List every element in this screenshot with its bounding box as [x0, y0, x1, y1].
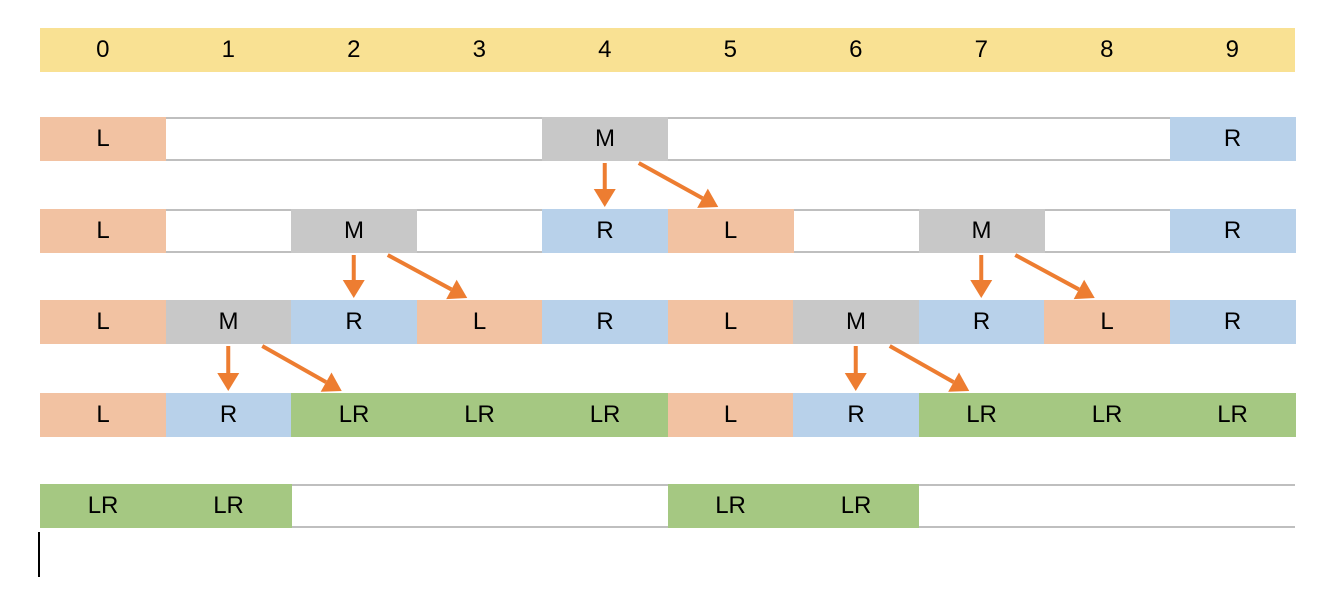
cell-r5-c1: LR — [165, 484, 292, 528]
cell-r5-c4 — [542, 484, 668, 528]
arrow-head — [342, 280, 365, 298]
cell-r1-c9: R — [1169, 117, 1296, 161]
cell-r1-c4: M — [542, 117, 669, 161]
cell-r4-c0: L — [40, 393, 167, 437]
arrow-0 — [593, 163, 616, 207]
cell-r1-c8 — [1044, 117, 1170, 161]
arrow-shaft — [888, 344, 955, 384]
cell-r3-c3: L — [416, 300, 543, 344]
cell-r5-c7 — [919, 484, 1045, 528]
cell-r1-c5 — [668, 117, 794, 161]
cell-r3-c8: L — [1044, 300, 1171, 344]
arrow-head — [446, 279, 468, 300]
index-cell-0: 0 — [96, 36, 110, 63]
cell-r5-c3 — [417, 484, 543, 528]
cell-r3-c6: M — [793, 300, 920, 344]
arrow-shaft — [637, 161, 704, 201]
index-cell-6: 6 — [849, 36, 863, 63]
arrow-8 — [844, 346, 867, 391]
arrow-head — [1073, 279, 1095, 300]
cell-r4-c8: LR — [1044, 393, 1171, 437]
cell-r3-c0: L — [40, 300, 167, 344]
cell-r4-c6: R — [793, 393, 920, 437]
arrow-6 — [217, 346, 240, 391]
cell-r1-c7 — [919, 117, 1045, 161]
cell-r2-c3 — [417, 209, 543, 253]
cell-r2-c8 — [1044, 209, 1170, 253]
arrow-head — [948, 372, 970, 392]
arrow-shaft — [386, 253, 453, 292]
arrow-head — [217, 373, 240, 391]
arrow-4 — [970, 255, 993, 298]
cell-r1-c0: L — [40, 117, 167, 161]
cell-r2-c0: L — [40, 209, 167, 253]
cell-r1-c1 — [166, 117, 292, 161]
cell-r5-c6: LR — [793, 484, 920, 528]
index-row: 0 1 2 3 4 5 6 7 8 9 — [40, 28, 1295, 72]
cell-r1-c2 — [291, 117, 417, 161]
cell-r4-c7: LR — [918, 393, 1045, 437]
cell-r4-c3: LR — [416, 393, 543, 437]
index-cell-8: 8 — [1100, 36, 1114, 63]
cell-r2-c7: M — [918, 209, 1045, 253]
cell-r1-c6 — [793, 117, 919, 161]
arrow-head — [844, 373, 867, 391]
cell-r3-c4: R — [542, 300, 669, 344]
cell-r3-c5: L — [667, 300, 794, 344]
cell-r4-c4: LR — [542, 393, 669, 437]
index-cell-3: 3 — [472, 36, 486, 63]
cell-r2-c9: R — [1169, 209, 1296, 253]
cell-r4-c1: R — [165, 393, 292, 437]
cell-r2-c1 — [166, 209, 292, 253]
step-row-4: L R LR LR LR L R LR LR LR — [40, 393, 1296, 437]
arrow-head — [970, 280, 993, 298]
index-cell-4: 4 — [598, 36, 612, 63]
index-cell-7: 7 — [974, 36, 988, 63]
cell-r3-c1: M — [165, 300, 292, 344]
arrow-9 — [888, 344, 970, 392]
arrow-head — [593, 189, 616, 207]
cell-r5-c5: LR — [667, 484, 794, 528]
cell-r2-c6 — [793, 209, 919, 253]
cell-r2-c4: R — [542, 209, 669, 253]
cell-r4-c9: LR — [1169, 393, 1296, 437]
arrow-1 — [637, 161, 719, 208]
index-cell-2: 2 — [347, 36, 361, 63]
step-row-5: LR LR LR LR — [40, 484, 1295, 528]
index-cell-5: 5 — [723, 36, 737, 63]
arrow-7 — [261, 344, 342, 392]
cell-r5-c8 — [1044, 484, 1170, 528]
arrow-head — [697, 188, 719, 208]
cell-r3-c7: R — [918, 300, 1045, 344]
arrow-5 — [1014, 253, 1095, 300]
cell-r3-c9: R — [1169, 300, 1296, 344]
arrow-shaft — [1014, 253, 1080, 292]
arrow-shaft — [261, 344, 328, 384]
cell-r2-c5: L — [667, 209, 794, 253]
index-cell-9: 9 — [1225, 36, 1239, 63]
cell-r4-c5: L — [667, 393, 794, 437]
cell-r5-c2 — [291, 484, 417, 528]
arrow-3 — [386, 253, 468, 300]
cell-r2-c2: M — [291, 209, 418, 253]
cell-r3-c2: R — [291, 300, 418, 344]
cell-r5-c9 — [1170, 484, 1296, 528]
arrow-head — [320, 372, 342, 392]
text-cursor — [38, 532, 40, 577]
index-cell-1: 1 — [221, 36, 235, 63]
cell-r4-c2: LR — [291, 393, 418, 437]
arrow-2 — [342, 255, 365, 298]
cell-r5-c0: LR — [40, 484, 167, 528]
cell-r1-c3 — [417, 117, 543, 161]
